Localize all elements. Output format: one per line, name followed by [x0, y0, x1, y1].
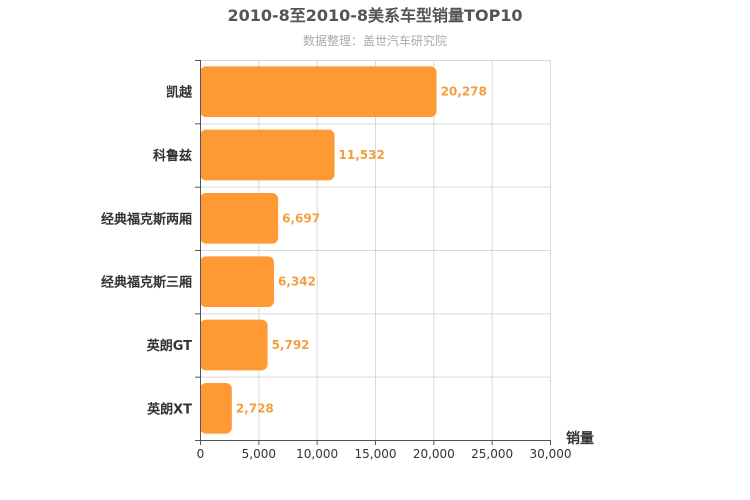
x-tick-label: 10,000 — [296, 447, 338, 461]
bars: 20,278 11,532 6,697 6,342 5,792 2,728 — [200, 66, 487, 434]
x-tick-label: 25,000 — [471, 447, 513, 461]
bar — [200, 256, 274, 307]
category-label: 经典福克斯三厢 — [101, 275, 192, 291]
x-axis-title: 销量 — [566, 430, 594, 447]
bar — [200, 319, 268, 371]
bar — [200, 66, 437, 117]
data-label: 6,342 — [278, 275, 316, 289]
data-label: 20,278 — [441, 85, 487, 99]
x-tick-label: 30,000 — [530, 447, 572, 461]
data-label: 11,532 — [339, 148, 385, 162]
grid — [200, 60, 551, 441]
x-tick-label: 0 — [197, 447, 205, 461]
category-label: 科鲁兹 — [153, 148, 192, 164]
category-label: 经典福克斯两厢 — [101, 211, 192, 227]
x-tick-label: 5,000 — [242, 447, 276, 461]
x-tick-label: 15,000 — [355, 447, 397, 461]
bar — [200, 193, 279, 244]
category-label: 凯越 — [166, 85, 193, 101]
category-label: 英朗XT — [146, 401, 192, 417]
data-label: 5,792 — [272, 338, 310, 352]
chart-subtitle: 数据整理：盖世汽车研究院 — [303, 33, 447, 48]
x-tick-label: 20,000 — [413, 447, 455, 461]
bar — [200, 129, 335, 181]
category-label: 英朗GT — [146, 338, 192, 354]
data-label: 6,697 — [282, 211, 320, 225]
bar — [200, 383, 232, 434]
chart-title: 2010-8至2010-8美系车型销量TOP10 — [227, 6, 522, 25]
data-label: 2,728 — [236, 401, 274, 415]
